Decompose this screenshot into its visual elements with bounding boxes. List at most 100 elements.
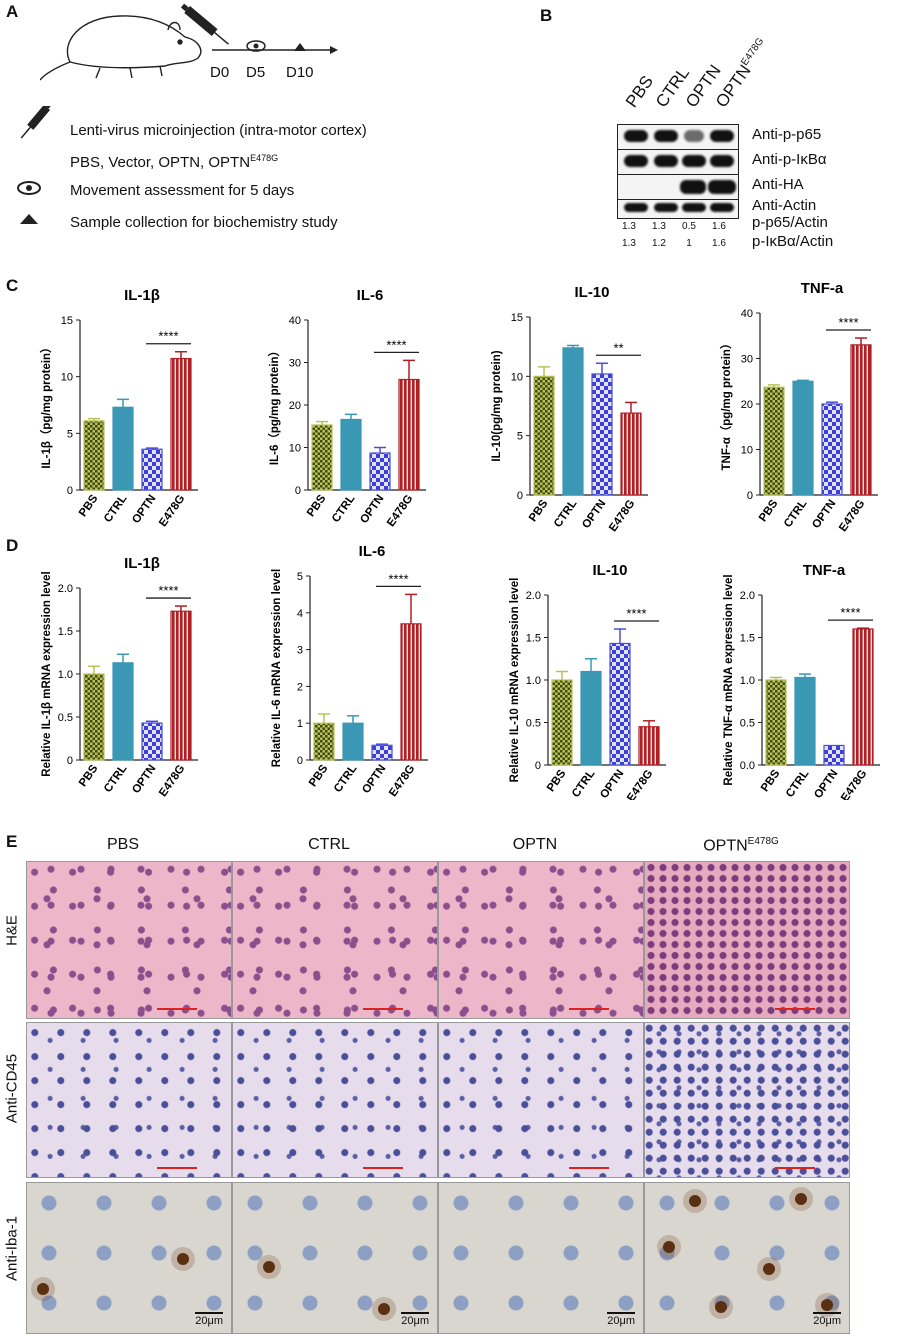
ratio-ikba-ctrl: 1.2 — [652, 238, 666, 249]
significance-marker: **** — [838, 315, 858, 330]
y-tick-label: 2 — [297, 681, 303, 693]
bar-e478g — [398, 378, 420, 491]
x-tick-label: OPTN — [130, 763, 158, 796]
bar-optn — [371, 744, 393, 761]
x-tick-label: CTRL — [330, 493, 357, 525]
x-tick-label: E478G — [387, 763, 417, 799]
x-tick-label: E478G — [157, 493, 187, 529]
bar-pbs — [763, 386, 785, 496]
cd45-tile-pbs — [26, 1022, 232, 1178]
triangle-icon — [294, 43, 306, 51]
ratio-p65-optn: 0.5 — [682, 221, 696, 232]
bar-pbs — [551, 679, 573, 766]
y-tick-label: 1 — [297, 718, 303, 730]
y-tick-label: 1.0 — [58, 669, 73, 681]
y-tick-label: 15 — [511, 312, 523, 324]
x-tick-label: OPTN — [810, 498, 838, 531]
bar-optn — [369, 452, 391, 491]
blot-p-p65 — [617, 124, 739, 150]
ratio-ikba-optn: 1 — [686, 238, 692, 249]
legend-groups: PBS, Vector, OPTN, OPTNE478G — [70, 153, 279, 171]
y-tick-label: 2.0 — [526, 590, 541, 602]
bar-ctrl — [562, 347, 584, 496]
x-tick-label: E478G — [839, 768, 869, 800]
y-tick-label: 5 — [67, 428, 73, 440]
x-tick-label: PBS — [527, 498, 551, 525]
iba1-tile-pbs: 20μm — [26, 1182, 232, 1334]
y-tick-label: 4 — [297, 608, 303, 620]
bar-e478g — [170, 357, 192, 491]
syringe-icon — [180, 3, 229, 45]
ratio-ikba-e478g: 1.6 — [712, 238, 726, 249]
ratio-p65-pbs: 1.3 — [622, 221, 636, 232]
chart-title: IL-1β — [124, 555, 160, 572]
y-axis-label: IL-6（pg/mg protein） — [267, 345, 281, 465]
timeline-d10: D10 — [286, 64, 314, 81]
y-tick-label: 5 — [297, 571, 303, 583]
x-tick-label: E478G — [607, 498, 637, 534]
y-tick-label: 0.5 — [740, 718, 755, 730]
x-tick-label: CTRL — [782, 498, 809, 530]
y-tick-label: 10 — [741, 445, 753, 457]
bar-pbs — [83, 673, 105, 761]
blot-label-p-ikba: Anti-p-IκBα — [752, 151, 827, 168]
he-tile-optn-e478g — [644, 861, 850, 1019]
bar-e478g — [170, 610, 192, 761]
significance-marker: **** — [158, 583, 178, 598]
x-tick-label: PBS — [757, 498, 781, 525]
y-tick-label: 0 — [517, 490, 523, 502]
chart-title: IL-10 — [574, 284, 609, 301]
y-tick-label: 40 — [289, 315, 301, 327]
x-tick-label: OPTN — [812, 768, 840, 800]
timeline-d5: D5 — [246, 64, 266, 81]
bar-e478g — [852, 628, 874, 766]
y-tick-label: 40 — [741, 308, 753, 320]
y-tick-label: 1.0 — [526, 675, 541, 687]
lane-headers: PBS CTRL OPTN OPTNE478G — [618, 30, 768, 120]
scale-bar-label: 20μm — [813, 1312, 841, 1327]
significance-marker: **** — [158, 329, 178, 344]
panel-letter-d: D — [6, 536, 19, 555]
cd45-tile-optn-e478g — [644, 1022, 850, 1178]
scale-bar-label: 20μm — [195, 1312, 223, 1327]
chart-title: TNF-a — [801, 280, 844, 297]
iba1-tile-ctrl: 20μm — [232, 1182, 438, 1334]
bar-optn — [141, 448, 163, 491]
bar-ctrl — [792, 380, 814, 496]
legend-movement: Movement assessment for 5 days — [70, 182, 295, 199]
x-tick-label: OPTN — [130, 493, 158, 526]
y-tick-label: 10 — [511, 371, 523, 383]
significance-marker: ** — [613, 340, 623, 355]
eye-icon — [17, 181, 41, 195]
bar-ctrl — [112, 662, 134, 761]
bar-ctrl — [112, 406, 134, 491]
y-tick-label: 2.0 — [740, 590, 755, 602]
chart-title: IL-1β — [124, 287, 160, 304]
legend-injection: Lenti-virus microinjection (intra-motor … — [70, 122, 367, 139]
syringe-icon — [20, 106, 52, 139]
x-tick-label: E478G — [625, 768, 655, 800]
col-head-ctrl: CTRL — [308, 836, 350, 853]
significance-marker: **** — [388, 571, 408, 586]
chart-title: IL-6 — [357, 287, 384, 304]
y-tick-label: 0 — [67, 485, 73, 497]
x-tick-label: CTRL — [570, 768, 597, 800]
y-tick-label: 1.5 — [526, 633, 541, 645]
mouse-icon — [40, 15, 202, 81]
y-axis-label: Relative IL-6 mRNA expression level — [271, 569, 283, 767]
x-tick-label: PBS — [77, 493, 101, 520]
ratio-p65-ctrl: 1.3 — [652, 221, 666, 232]
panel-letter-a: A — [6, 2, 19, 21]
col-head-optn: OPTN — [512, 836, 558, 853]
cd45-tile-ctrl — [232, 1022, 438, 1178]
panel-letter-e: E — [6, 832, 18, 851]
scale-bar-label: 20μm — [607, 1312, 635, 1327]
timeline-d0: D0 — [210, 64, 230, 81]
y-axis-label: IL-1β（pg/mg protein） — [39, 341, 53, 468]
x-tick-label: OPTN — [358, 493, 386, 526]
bar-pbs — [311, 424, 333, 491]
x-tick-label: E478G — [385, 493, 415, 529]
blot-ha — [617, 174, 739, 200]
ratio-p65-e478g: 1.6 — [712, 221, 726, 232]
bar-e478g — [638, 726, 660, 766]
